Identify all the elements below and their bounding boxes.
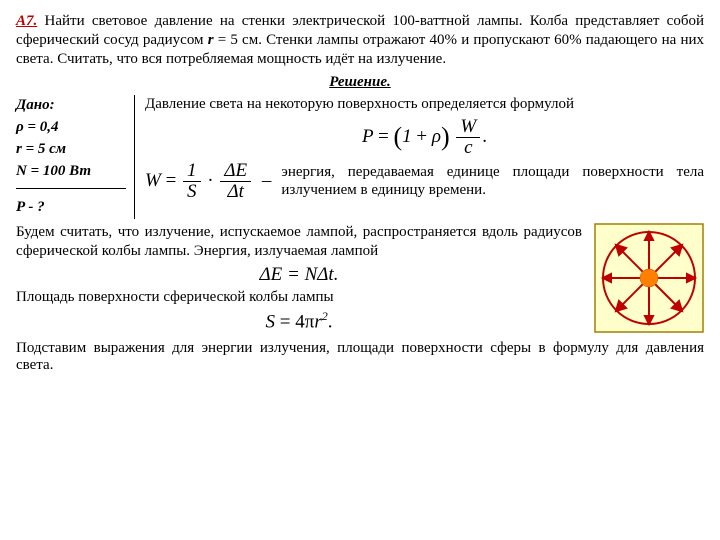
radiation-diagram [594,223,704,333]
find: P - ? [16,195,126,219]
formula-pressure: P = (1 + ρ) Wc. [145,117,704,158]
problem-number: А7. [16,13,37,29]
given-N: N = 100 Вт [16,161,126,183]
formula-dE: ΔE = NΔt. [260,263,339,287]
given-title: Дано: [16,95,126,117]
formula-W: W = 1S · ΔEΔt – [145,161,271,202]
sentence-1: Давление света на некоторую поверхность … [145,95,704,114]
sentence-4: Площадь поверхности сферической колбы ла… [16,288,582,307]
sentence-3: Будем считать, что излучение, испускаемо… [16,223,582,261]
problem-statement: А7. Найти световое давление на стенки эл… [16,12,704,68]
solution-heading: Решение. [16,74,704,91]
given-rho: ρ = 0,4 [16,117,126,139]
sentence-2: энергия, передаваемая единице площади по… [281,163,704,201]
formula-S: S = 4πr2. [266,309,333,334]
given-r: r = 5 см [16,139,126,161]
solution-body: Давление света на некоторую поверхность … [145,95,704,202]
sentence-5: Подставим выражения для энергии излучени… [16,340,704,374]
given-block: Дано: ρ = 0,4 r = 5 см N = 100 Вт P - ? [16,95,135,219]
